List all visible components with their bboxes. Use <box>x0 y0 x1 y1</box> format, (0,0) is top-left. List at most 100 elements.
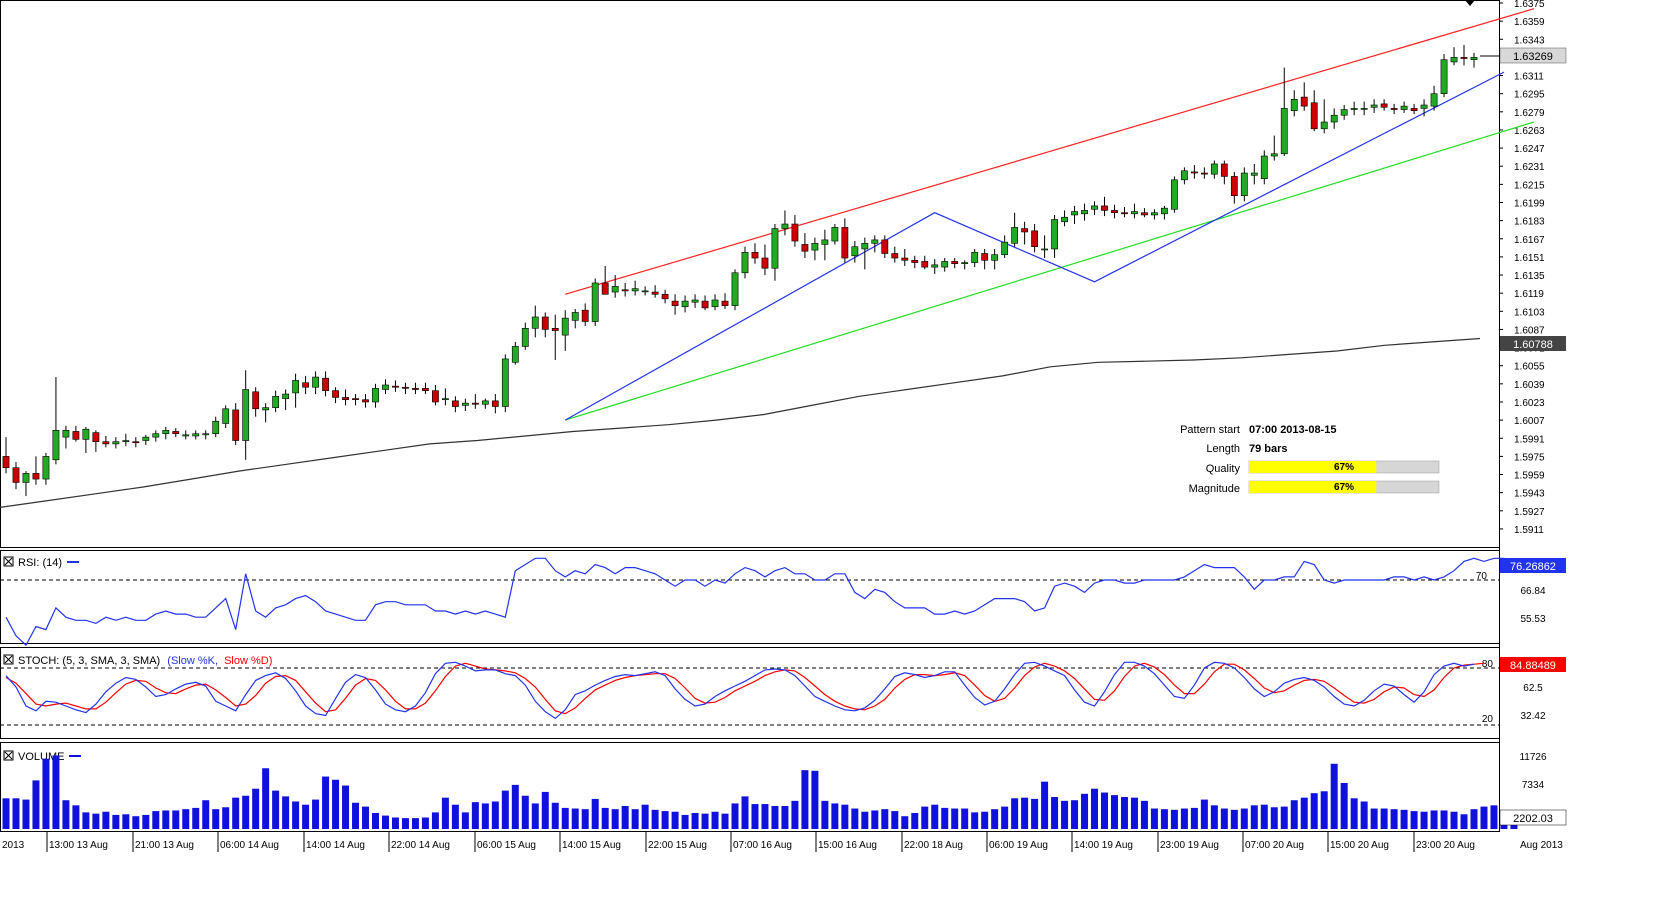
candle-body <box>741 252 749 274</box>
volume-bar <box>1460 814 1468 829</box>
candle-body <box>1210 163 1218 175</box>
candle-body <box>881 239 889 254</box>
volume-bar <box>661 811 669 829</box>
candle <box>1280 67 1288 157</box>
volume-bar <box>931 804 939 829</box>
candle-body <box>901 257 909 261</box>
candle <box>222 405 230 429</box>
candle-body <box>851 246 859 257</box>
scroll-marker-icon[interactable] <box>1465 0 1475 6</box>
volume-bar <box>282 796 290 829</box>
candle-body <box>571 312 579 321</box>
candle <box>352 394 359 406</box>
candle <box>611 275 619 298</box>
candle <box>2 437 10 474</box>
pattern-start-label: Pattern start <box>1180 424 1240 436</box>
candle <box>1400 101 1408 113</box>
candle-body <box>242 389 250 441</box>
candle-body <box>142 436 150 441</box>
candle <box>42 452 50 485</box>
candle <box>1111 204 1118 219</box>
time-label: 07:00 20 Aug <box>1245 840 1304 851</box>
candle <box>1031 224 1038 253</box>
ma-price-label: 1.60788 <box>1513 339 1553 351</box>
candles <box>2 44 1478 497</box>
volume-bar <box>1410 811 1418 829</box>
candle-body <box>491 400 499 407</box>
candle-body <box>931 264 939 268</box>
time-label: 21:00 13 Aug <box>135 840 194 851</box>
candle-body <box>1101 205 1108 211</box>
candle <box>901 248 909 266</box>
candle-body <box>471 402 479 405</box>
volume-bar <box>112 814 120 829</box>
candle-body <box>2 456 10 469</box>
candle <box>1330 108 1338 129</box>
volume-bar <box>232 797 240 829</box>
rsi-last-label: 76.26862 <box>1510 561 1556 573</box>
volume-bar <box>1210 805 1218 829</box>
candle-body <box>1031 230 1038 247</box>
candle-body <box>1400 105 1408 110</box>
candle <box>521 322 529 350</box>
volume-bar <box>1180 808 1188 829</box>
candle <box>432 384 439 406</box>
price-tick-label: 1.6055 <box>1514 362 1545 373</box>
price-tick-label: 1.6103 <box>1514 307 1545 318</box>
candle <box>931 259 939 274</box>
candle-body <box>481 400 489 405</box>
volume-bar <box>531 803 539 829</box>
volume-bar <box>1390 809 1398 829</box>
candle <box>951 258 959 269</box>
rsi-tick-55: 55.53 <box>1520 614 1545 625</box>
volume-bar <box>671 811 679 829</box>
volume-tick-11726: 11726 <box>1519 752 1547 763</box>
volume-panel: VOLUME 11726 7334 2202.03 <box>2 750 1567 829</box>
volume-bar <box>1240 808 1248 829</box>
panel-frames <box>0 0 1500 832</box>
candle-body <box>42 456 50 480</box>
volume-bar <box>322 776 330 829</box>
volume-bar <box>1470 809 1478 829</box>
candle-body <box>1081 210 1088 215</box>
candle-body <box>1011 227 1019 244</box>
volume-bar <box>781 805 789 829</box>
candle-body <box>1171 179 1178 210</box>
candle <box>92 430 100 452</box>
candle <box>1161 205 1168 220</box>
candle <box>831 224 839 245</box>
candle-body <box>262 407 270 411</box>
candle <box>382 379 389 395</box>
volume-bar <box>222 807 230 829</box>
price-tick-label: 1.6135 <box>1514 271 1545 282</box>
candle-body <box>1240 172 1248 196</box>
volume-bar <box>1250 805 1258 829</box>
candle-body <box>82 428 90 440</box>
volume-bar <box>132 816 140 829</box>
volume-bar <box>521 795 529 829</box>
candle-body <box>651 291 659 295</box>
volume-bar <box>1430 810 1438 829</box>
volume-bar <box>262 768 270 829</box>
candle <box>232 403 240 446</box>
candle-body <box>821 239 829 245</box>
candle-body <box>561 317 569 336</box>
candle-body <box>701 300 709 309</box>
candle-body <box>1340 109 1348 116</box>
volume-bar <box>212 809 220 829</box>
candle <box>751 243 759 264</box>
ma-line <box>0 337 1481 508</box>
candle-body <box>362 399 369 403</box>
stoch-k-line <box>5 661 1475 720</box>
price-tick-label: 1.6023 <box>1514 398 1545 409</box>
volume-bar <box>1290 800 1298 829</box>
candle-body <box>691 299 699 303</box>
stoch-tick-20: 20 <box>1482 714 1494 725</box>
volume-bar <box>332 779 340 829</box>
candle-body <box>1021 228 1029 233</box>
candle-body <box>1450 57 1458 63</box>
volume-bar <box>1230 809 1238 829</box>
candle-body <box>402 386 409 389</box>
candle-body <box>422 388 429 391</box>
time-label: 15:00 16 Aug <box>818 840 877 851</box>
